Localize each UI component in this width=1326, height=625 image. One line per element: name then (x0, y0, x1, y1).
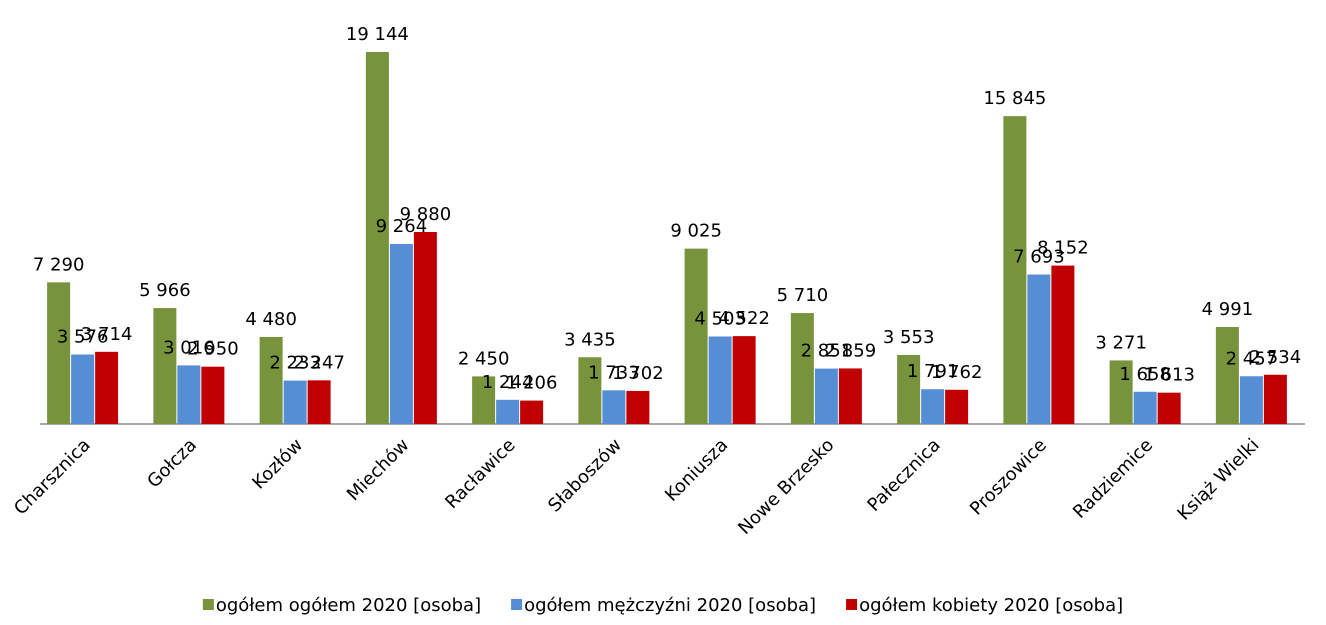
bar (684, 248, 708, 424)
data-label: 8 152 (1037, 238, 1089, 259)
data-label: 4 503 (694, 308, 746, 329)
data-label: 9 025 (670, 221, 722, 242)
x-tick-label: Kozłów (248, 435, 307, 494)
bar (71, 354, 95, 424)
data-label: 7 290 (33, 254, 85, 275)
x-tick-label: Słaboszów (544, 435, 626, 517)
x-tick-label: Proszowice (966, 435, 1051, 520)
bar (1133, 391, 1157, 424)
data-label: 1 762 (931, 362, 983, 383)
data-label: 1 791 (907, 361, 959, 382)
data-label: 1 702 (612, 363, 664, 384)
bar (259, 336, 283, 424)
data-label: 2 450 (458, 348, 510, 369)
bar (496, 399, 520, 424)
bar (201, 366, 225, 424)
bar (790, 313, 814, 424)
x-tick-label: Miechów (343, 435, 413, 505)
data-label: 3 714 (81, 324, 133, 345)
x-tick-label: Racławice (441, 435, 519, 513)
data-label: 3 553 (883, 327, 935, 348)
legend-swatch (846, 599, 858, 610)
x-tick-label: Pałecznica (863, 435, 944, 516)
bar (897, 354, 921, 424)
data-label: 2 534 (1250, 347, 1302, 368)
data-label: 4 480 (245, 309, 297, 330)
data-label: 1 613 (1143, 365, 1195, 386)
bar (708, 336, 732, 424)
data-label: 1 244 (482, 372, 534, 393)
x-tick-label: Książ Wielki (1173, 435, 1263, 525)
data-label: 3 271 (1095, 332, 1147, 353)
data-label: 1 733 (588, 362, 640, 383)
data-label: 4 522 (718, 308, 770, 329)
data-label: 2 233 (269, 353, 321, 374)
bar (153, 308, 177, 424)
bar (1263, 374, 1287, 424)
data-label: 7 693 (1013, 247, 1065, 268)
bar (365, 52, 389, 424)
bar (1157, 392, 1181, 424)
data-label: 9 880 (400, 204, 452, 225)
data-label: 19 144 (346, 24, 409, 45)
data-label: 2 457 (1226, 348, 1278, 369)
legend-swatch (511, 599, 523, 610)
data-label: 4 991 (1202, 299, 1254, 320)
data-label: 15 845 (983, 88, 1046, 109)
x-tick-label: Nowe Brzesko (734, 435, 838, 539)
bar (602, 390, 626, 424)
data-label: 1 206 (506, 373, 558, 394)
data-label: 5 966 (139, 280, 191, 301)
bar (945, 389, 969, 424)
bar (307, 380, 331, 424)
bar (838, 368, 862, 424)
data-label: 2 950 (187, 339, 239, 360)
bar (413, 232, 437, 424)
bar (389, 243, 413, 424)
bar (177, 365, 201, 424)
data-label: 9 264 (376, 216, 428, 237)
data-label: 3 016 (163, 337, 215, 358)
bar (626, 390, 650, 424)
x-tick-label: Koniusza (661, 435, 732, 506)
legend-swatch (202, 599, 214, 610)
bar (520, 400, 544, 424)
bar (578, 357, 602, 424)
data-label: 5 710 (777, 285, 829, 306)
x-tick-label: Radziemice (1069, 435, 1157, 523)
x-tick-label: Charsznica (10, 435, 95, 520)
legend-label: ogółem ogółem 2020 [osoba] (216, 595, 481, 616)
bar (1239, 376, 1263, 424)
legend-label: ogółem kobiety 2020 [osoba] (859, 595, 1123, 616)
bar (814, 368, 838, 424)
data-label: 2 851 (801, 341, 853, 362)
data-label: 3 435 (564, 329, 616, 350)
bar (47, 282, 71, 424)
x-tick-label: Gołcza (143, 435, 201, 493)
bar (472, 376, 496, 424)
bar (1109, 360, 1133, 424)
bar (921, 389, 945, 424)
data-label: 2 859 (825, 340, 877, 361)
legend-label: ogółem mężczyźni 2020 [osoba] (524, 595, 816, 616)
bar (283, 380, 307, 424)
bar (1051, 265, 1075, 424)
data-label: 3 576 (57, 327, 109, 348)
bar (95, 351, 119, 424)
bar (1027, 274, 1051, 424)
bar (1003, 116, 1027, 424)
bar (732, 336, 756, 424)
data-label: 2 247 (293, 352, 345, 373)
bar (1215, 327, 1239, 424)
data-label: 1 658 (1119, 364, 1171, 385)
